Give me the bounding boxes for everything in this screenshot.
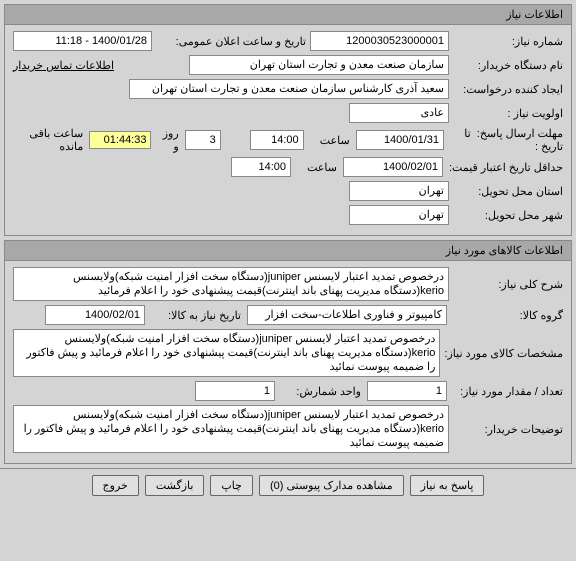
days-value: 3 [185,130,221,150]
deadline-label: مهلت ارسال پاسخ: تا تاریخ : [450,127,563,153]
goods-info-header: اطلاعات کالاهای مورد نیاز [5,241,571,261]
requester-value: سعید آذری کارشناس سازمان صنعت معدن و تجا… [129,79,449,99]
min-validity-label: حداقل تاریخ اعتبار قیمت: [449,161,563,174]
attachments-button[interactable]: مشاهده مدارک پیوستی (0) [259,475,404,496]
print-button[interactable]: چاپ [210,475,253,496]
general-desc-label: شرح کلی نیاز: [453,278,563,291]
province-value: تهران [349,181,449,201]
device-name-label: نام دستگاه خریدار: [453,59,563,72]
row-goods-group: گروه کالا: کامپیوتر و فناوری اطلاعات-سخت… [13,305,563,325]
qty-label: تعداد / مقدار مورد نیاز: [453,385,563,398]
row-min-validity: حداقل تاریخ اعتبار قیمت: 1400/02/01 ساعت… [13,157,563,177]
goods-date-value: 1400/02/01 [45,305,145,325]
time-label-2: ساعت [297,161,337,174]
deadline-date-value: 1400/01/31 [356,130,444,150]
qty-value: 1 [367,381,447,401]
requester-label: ایجاد کننده درخواست: [453,83,563,96]
goods-date-label: تاریخ نیاز به کالا: [151,309,241,322]
row-qty: تعداد / مقدار مورد نیاز: 1 واحد شمارش: 1 [13,381,563,401]
min-validity-time: 14:00 [231,157,291,177]
need-info-body: شماره نیاز: 1200030523000001 تاریخ و ساع… [5,25,571,235]
need-info-panel: اطلاعات نیاز شماره نیاز: 120003052300000… [4,4,572,236]
device-name-value: سازمان صنعت معدن و تجارت استان تهران [189,55,449,75]
buyer-notes-value: درخصوص تمدید اعتبار لایسنس juniper(دستگا… [13,405,449,453]
time-label-1: ساعت [310,134,350,147]
goods-info-panel: اطلاعات کالاهای مورد نیاز شرح کلی نیاز: … [4,240,572,464]
announce-value: 1400/01/28 - 11:18 [13,31,152,51]
row-device-name: نام دستگاه خریدار: سازمان صنعت معدن و تج… [13,55,563,75]
remaining-time-box: 01:44:33 [89,131,151,149]
goods-specs-label: مشخصات کالای مورد نیاز: [444,347,563,360]
exit-button[interactable]: خروج [92,475,139,496]
goods-group-value: کامپیوتر و فناوری اطلاعات-سخت افزار [247,305,447,325]
province-label: استان محل تحویل: [453,185,563,198]
goods-specs-value: درخصوص تمدید اعتبار لایسنس juniper(دستگا… [13,329,440,377]
row-general-desc: شرح کلی نیاز: درخصوص تمدید اعتبار لایسنس… [13,267,563,301]
priority-value: عادی [349,103,449,123]
unit-value: 1 [195,381,275,401]
buyer-notes-label: توضیحات خریدار: [453,423,563,436]
days-label: روز و [157,127,178,153]
row-buyer-notes: توضیحات خریدار: درخصوص تمدید اعتبار لایس… [13,405,563,453]
row-priority: اولویت نیاز : عادی [13,103,563,123]
need-info-header: اطلاعات نیاز [5,5,571,25]
goods-group-label: گروه کالا: [453,309,563,322]
deadline-time-value: 14:00 [250,130,304,150]
button-row: پاسخ به نیاز مشاهده مدارک پیوستی (0) چاپ… [0,468,576,502]
respond-button[interactable]: پاسخ به نیاز [410,475,485,496]
need-number-label: شماره نیاز: [453,35,563,48]
row-need-number: شماره نیاز: 1200030523000001 تاریخ و ساع… [13,31,563,51]
unit-label: واحد شمارش: [281,385,361,398]
back-button[interactable]: بازگشت [145,475,205,496]
announce-label: تاریخ و ساعت اعلان عمومی: [156,35,306,48]
row-goods-specs: مشخصات کالای مورد نیاز: درخصوص تمدید اعت… [13,329,563,377]
need-number-value: 1200030523000001 [310,31,449,51]
city-label: شهر محل تحویل: [453,209,563,222]
city-value: تهران [349,205,449,225]
row-requester: ایجاد کننده درخواست: سعید آذری کارشناس س… [13,79,563,99]
min-validity-date: 1400/02/01 [343,157,443,177]
buyer-contact-link[interactable]: اطلاعات تماس خریدار [13,59,114,72]
row-province: استان محل تحویل: تهران [13,181,563,201]
goods-info-body: شرح کلی نیاز: درخصوص تمدید اعتبار لایسنس… [5,261,571,463]
row-city: شهر محل تحویل: تهران [13,205,563,225]
general-desc-value: درخصوص تمدید اعتبار لایسنس juniper(دستگا… [13,267,449,301]
remaining-label: ساعت باقی مانده [13,127,83,153]
row-deadline: مهلت ارسال پاسخ: تا تاریخ : 1400/01/31 س… [13,127,563,153]
priority-label: اولویت نیاز : [453,107,563,120]
